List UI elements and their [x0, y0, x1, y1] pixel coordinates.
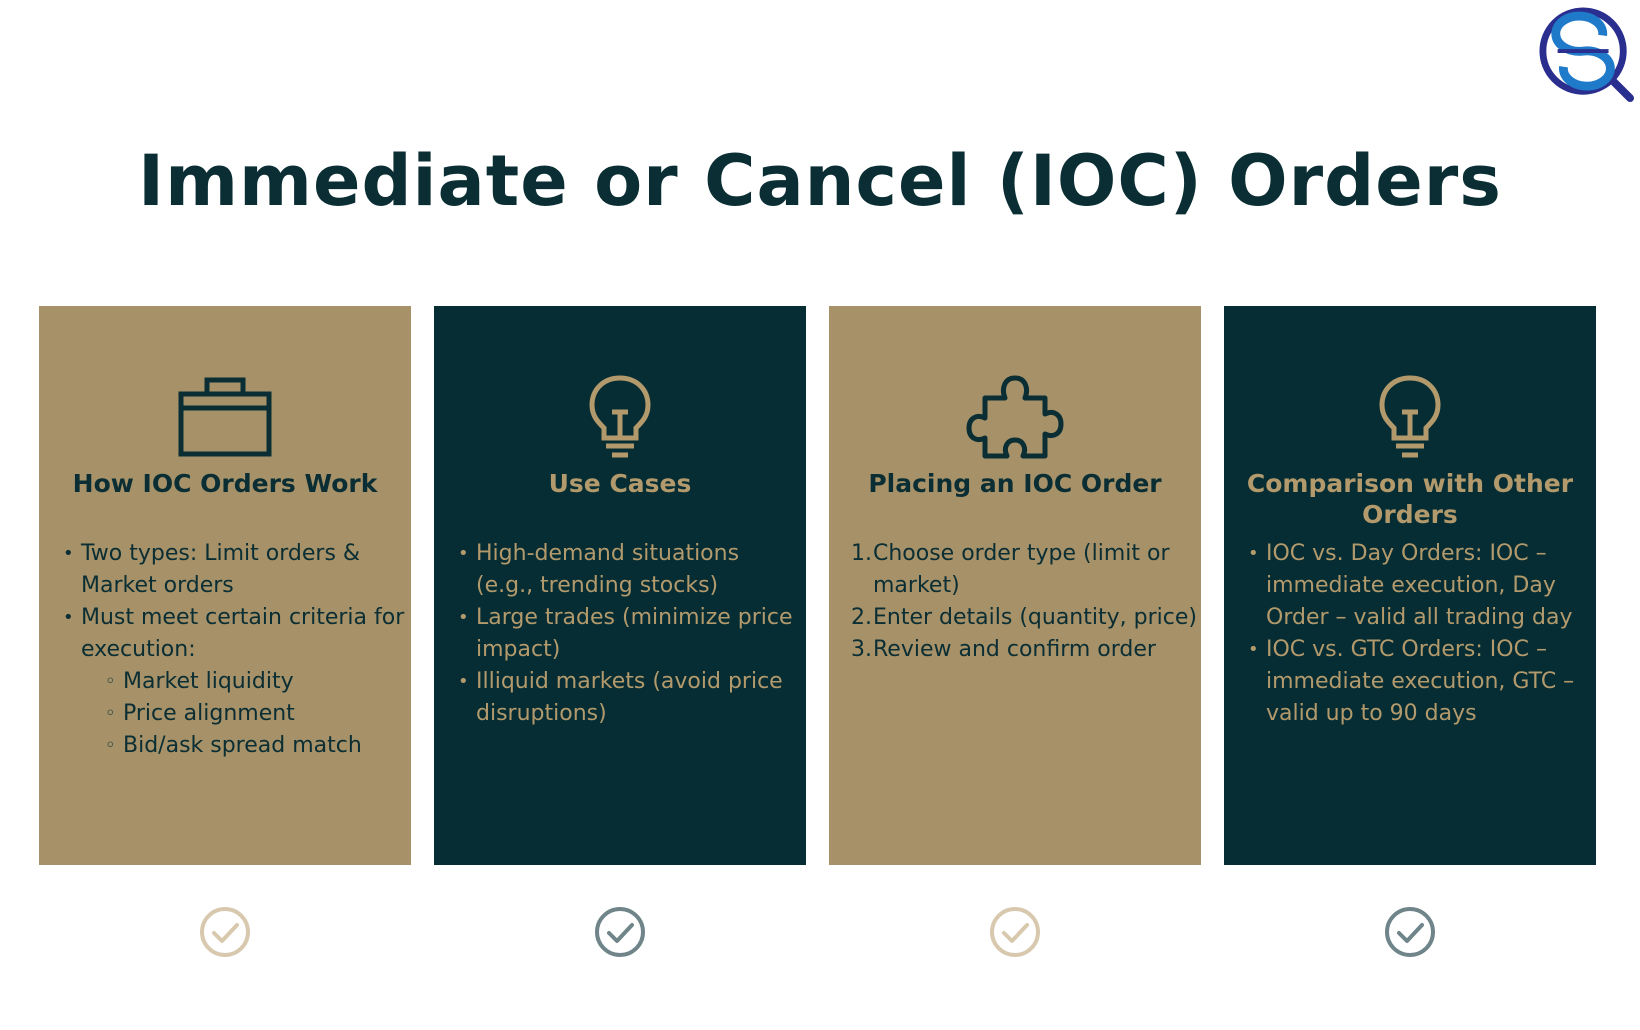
puzzle-piece-icon: [965, 372, 1065, 462]
check-circle-icon: [199, 906, 251, 958]
card-heading: Comparison with Other Orders: [1246, 469, 1574, 529]
lightbulb-icon: [1360, 372, 1460, 462]
list-item: Large trades (minimize price impact): [458, 602, 802, 666]
list-item-label: Must meet certain criteria for execution…: [81, 605, 405, 662]
card-placing-ioc-order: Placing an IOC Order Choose order type (…: [829, 306, 1201, 865]
sub-list-item: Price alignment: [105, 698, 407, 730]
card-bullet-list: High-demand situations (e.g., trending s…: [458, 538, 802, 730]
list-item: High-demand situations (e.g., trending s…: [458, 538, 802, 602]
card-heading: Placing an IOC Order: [868, 469, 1162, 498]
card-heading: Use Cases: [548, 469, 692, 498]
card-bullet-list: Two types: Limit orders & Market orders …: [63, 538, 407, 762]
card-how-ioc-orders-work: How IOC Orders Work Two types: Limit ord…: [39, 306, 411, 865]
list-item: Must meet certain criteria for execution…: [63, 602, 407, 762]
sub-list-item: Bid/ask spread match: [105, 730, 407, 762]
lightbulb-icon: [570, 372, 670, 462]
check-circle-icon: [989, 906, 1041, 958]
list-item: IOC vs. Day Orders: IOC – immediate exec…: [1248, 538, 1592, 634]
sub-list-item: Market liquidity: [105, 666, 407, 698]
page-title: Immediate or Cancel (IOC) Orders: [138, 140, 1502, 222]
card-numbered-list: Choose order type (limit or market) Ente…: [851, 538, 1197, 666]
list-item: Illiquid markets (avoid price disruption…: [458, 666, 802, 730]
list-item: Choose order type (limit or market): [851, 538, 1170, 598]
card-use-cases: Use Cases High-demand situations (e.g., …: [434, 306, 806, 865]
check-circle-icon: [594, 906, 646, 958]
list-item: Two types: Limit orders & Market orders: [63, 538, 407, 602]
list-item: Enter details (quantity, price): [851, 602, 1197, 634]
check-circle-icon: [1384, 906, 1436, 958]
brand-logo: [1538, 6, 1636, 104]
sub-list: Market liquidity Price alignment Bid/ask…: [81, 666, 407, 762]
briefcase-icon: [175, 372, 275, 462]
card-comparison: Comparison with Other Orders IOC vs. Day…: [1224, 306, 1596, 865]
list-item: Review and confirm order: [851, 634, 1156, 666]
card-heading: How IOC Orders Work: [72, 469, 378, 498]
list-item: IOC vs. GTC Orders: IOC – immediate exec…: [1248, 634, 1592, 730]
card-bullet-list: IOC vs. Day Orders: IOC – immediate exec…: [1248, 538, 1592, 730]
